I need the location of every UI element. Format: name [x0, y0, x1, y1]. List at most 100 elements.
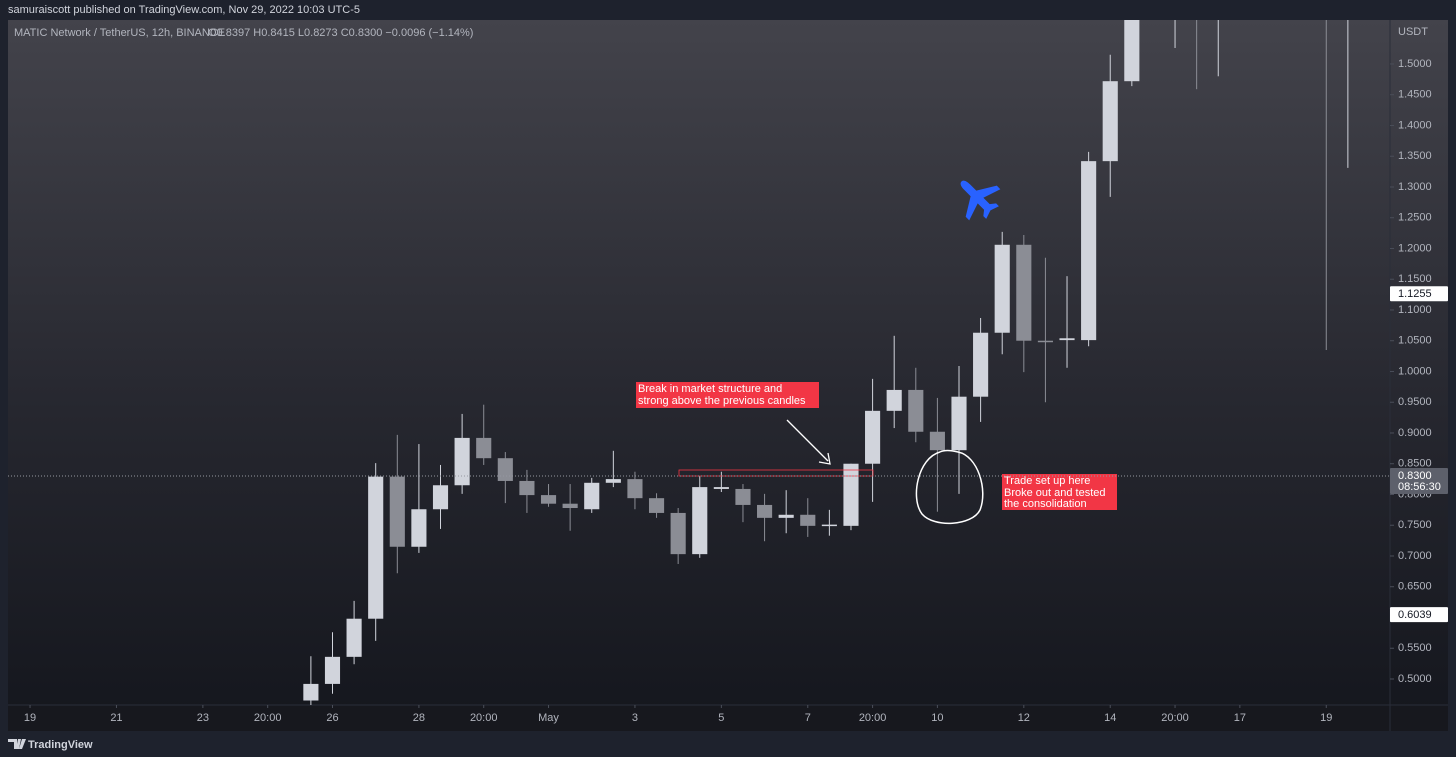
price-tag-box: [1390, 468, 1448, 495]
candle-body: [929, 431, 945, 451]
candle-body: [1102, 81, 1118, 162]
x-tick-label: 12: [1018, 712, 1030, 724]
x-tick-label: May: [538, 712, 559, 724]
candle-body: [476, 437, 492, 459]
ohlc-legend: O0.8397 H0.8415 L0.8273 C0.8300 −0.0096 …: [208, 27, 473, 39]
candle-body: [1124, 20, 1140, 82]
candle-body: [411, 509, 427, 547]
x-tick-label: 20:00: [470, 712, 498, 724]
candle-body: [865, 410, 881, 464]
x-tick-label: 21: [110, 712, 122, 724]
y-tick-label: 0.5500: [1398, 642, 1432, 654]
candle-body: [648, 498, 665, 513]
x-tick-label: 5: [718, 712, 724, 724]
symbol-title: MATIC Network / TetherUS, 12h, BINANCE: [14, 27, 225, 39]
x-tick-label: 20:00: [859, 712, 887, 724]
y-axis-unit: USDT: [1398, 26, 1428, 38]
y-tick-label: 1.0000: [1398, 365, 1432, 377]
y-tick-label: 0.6500: [1398, 581, 1432, 593]
x-tick-label: 10: [931, 712, 943, 724]
candle-body: [692, 487, 708, 555]
annotation-text: the consolidation: [1004, 498, 1087, 510]
arrow-head: [818, 452, 831, 465]
candle-body: [562, 503, 578, 509]
x-tick-label: 3: [632, 712, 638, 724]
price-tag-label: 0.8300: [1398, 470, 1432, 482]
brand: TradingView: [28, 739, 93, 751]
candle-body: [1081, 161, 1097, 341]
y-tick-label: 0.7000: [1398, 550, 1432, 562]
countdown: 08:56:30: [1398, 481, 1441, 493]
candle-body: [843, 463, 859, 526]
price-tag-label: 0.6039: [1398, 609, 1432, 621]
arrow: [786, 419, 829, 462]
candle-body: [540, 495, 557, 504]
candle-body: [1059, 338, 1075, 341]
price-tag-box: [1390, 607, 1448, 623]
candle-body: [951, 396, 967, 451]
y-tick-label: 1.0500: [1398, 335, 1432, 347]
candle-body: [908, 389, 924, 432]
candle-body: [778, 514, 794, 518]
candle-body: [324, 656, 341, 684]
annotation-box: [636, 382, 819, 408]
y-tick-label: 1.1000: [1398, 304, 1432, 316]
candle-body: [303, 683, 319, 701]
candle-body: [519, 480, 535, 496]
x-tick-label: 20:00: [1161, 712, 1189, 724]
candle-body: [994, 244, 1010, 333]
candle-body: [670, 512, 686, 555]
airplane-icon: [960, 180, 1001, 221]
x-tick-label: 14: [1104, 712, 1116, 724]
brand-logo: [8, 739, 26, 749]
candle-body: [800, 514, 816, 526]
y-tick-label: 0.9500: [1398, 396, 1432, 408]
y-tick-label: 0.7500: [1398, 519, 1432, 531]
candle-body: [497, 458, 513, 481]
candle-body: [584, 482, 600, 510]
candle-body: [1037, 340, 1053, 343]
annotation-text: strong above the previous candles: [638, 395, 806, 407]
y-tick-label: 1.2500: [1398, 212, 1432, 224]
candle-body: [605, 479, 621, 483]
x-tick-label: 26: [326, 712, 338, 724]
candle-body: [1016, 244, 1032, 341]
x-tick-label: 19: [24, 712, 36, 724]
x-tick-label: 23: [197, 712, 209, 724]
y-tick-label: 1.3500: [1398, 150, 1432, 162]
circle-marker: [915, 449, 984, 525]
candle-body: [346, 618, 362, 657]
y-tick-label: 1.4500: [1398, 89, 1432, 101]
y-tick-label: 0.9000: [1398, 427, 1432, 439]
x-tick-label: 20:00: [254, 712, 282, 724]
candle-body: [735, 488, 751, 505]
y-tick-label: 1.5000: [1398, 58, 1432, 70]
y-tick-label: 1.4000: [1398, 119, 1432, 131]
y-tick-label: 0.8500: [1398, 458, 1432, 470]
candle-body: [432, 485, 449, 510]
y-tick-label: 1.2000: [1398, 242, 1432, 254]
y-tick-label: 1.1500: [1398, 273, 1432, 285]
x-tick-label: 17: [1234, 712, 1246, 724]
annotation-text: Broke out and tested: [1004, 487, 1106, 499]
x-tick-label: 7: [805, 712, 811, 724]
x-tick-label: 28: [413, 712, 425, 724]
price-tag-label: 1.1255: [1398, 288, 1432, 300]
price-tag-box: [1390, 286, 1448, 302]
y-tick-label: 0.5000: [1398, 673, 1432, 685]
x-tick-label: 19: [1320, 712, 1332, 724]
y-tick-label: 1.3000: [1398, 181, 1432, 193]
annotation-text: Break in market structure and: [638, 383, 782, 395]
annotation-text: Trade set up here: [1004, 475, 1090, 487]
candle-body: [713, 487, 729, 489]
plot-area: [303, 20, 1349, 705]
x-axis-background: [8, 705, 1448, 731]
candle-body: [973, 332, 989, 397]
publisher: samuraiscott published on TradingView.co…: [8, 4, 360, 16]
candle-body: [886, 389, 902, 411]
chart-background: [8, 20, 1448, 731]
candle-body: [627, 479, 643, 499]
candle-body: [821, 524, 837, 527]
candle-body: [757, 504, 773, 518]
